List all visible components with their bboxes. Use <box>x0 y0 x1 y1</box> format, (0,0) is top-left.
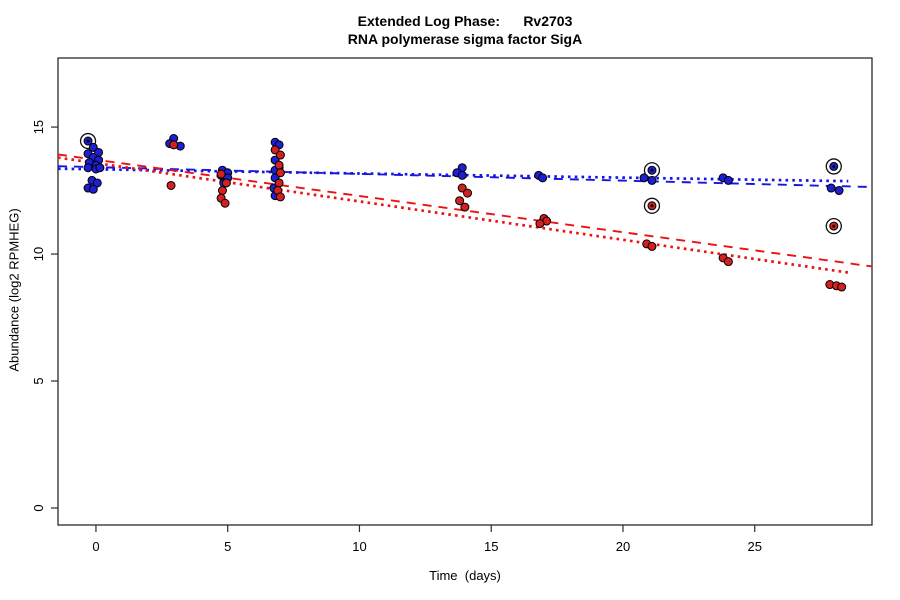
x-tick-label: 10 <box>352 539 366 554</box>
data-point-red-condition <box>274 160 284 170</box>
circled-marker-ring-blue-condition <box>825 158 842 175</box>
data-point-blue-condition <box>723 175 733 185</box>
circled-marker-center-dot-red-condition <box>832 224 836 228</box>
data-point-red-condition <box>275 168 285 178</box>
plot-subtitle: RNA polymerase sigma factor SigA <box>347 31 583 47</box>
x-tick-label: 5 <box>224 539 231 554</box>
y-tick-label: 15 <box>31 120 46 134</box>
data-point-blue-condition <box>538 173 548 183</box>
data-point-red-condition <box>166 180 176 190</box>
x-tick-label: 0 <box>92 539 99 554</box>
data-point-blue-condition <box>83 163 93 173</box>
data-point-red-condition <box>723 257 733 267</box>
circled-marker-center-dot-red-condition <box>650 204 654 208</box>
x-tick-label: 25 <box>748 539 762 554</box>
data-point-red-condition <box>275 192 285 202</box>
data-point-blue-condition <box>834 186 844 196</box>
data-point-red-condition <box>647 241 657 251</box>
data-point-red-condition <box>460 202 470 212</box>
circled-marker-ring-red-condition <box>825 217 842 235</box>
data-point-red-condition <box>535 219 545 229</box>
data-point-red-condition <box>275 150 285 160</box>
data-point-red-condition <box>217 186 227 196</box>
circled-marker-center-dot-blue-condition <box>832 164 836 168</box>
data-point-blue-condition <box>92 178 102 188</box>
data-point-red-condition <box>837 282 847 292</box>
data-point-red-condition <box>463 188 473 198</box>
plot-box <box>57 57 873 526</box>
circled-marker-center-dot-blue-condition <box>86 139 90 143</box>
circled-marker-ring-blue-condition <box>79 132 97 150</box>
data-point-red-condition <box>216 169 226 179</box>
circled-marker-center-dot-blue-condition <box>650 168 654 172</box>
plot-title: Extended Log Phase: Rv2703 <box>357 13 573 29</box>
data-point-blue-condition <box>826 183 836 193</box>
circled-marker-ring-red-condition <box>643 197 661 214</box>
x-tick-label: 15 <box>484 539 498 554</box>
data-point-red-condition <box>220 198 230 208</box>
data-point-blue-condition <box>95 163 105 173</box>
data-point-red-condition <box>221 178 231 188</box>
x-tick-label: 20 <box>616 539 630 554</box>
y-tick-label: 5 <box>31 377 46 384</box>
x-axis-label: Time (days) <box>429 568 501 583</box>
data-point-red-condition <box>274 178 284 188</box>
data-point-blue-condition <box>88 184 98 194</box>
y-axis-label: Abundance (log2 RPMHEG) <box>6 208 22 372</box>
data-point-red-condition <box>169 140 179 150</box>
y-tick-label: 0 <box>31 504 46 511</box>
data-point-blue-condition <box>639 173 649 183</box>
trend-line-red-condition-dashed <box>57 153 873 268</box>
data-point-blue-condition <box>457 170 467 180</box>
y-tick-label: 10 <box>31 247 46 261</box>
data-point-red-condition <box>455 196 465 206</box>
data-point-blue-condition <box>647 175 657 185</box>
